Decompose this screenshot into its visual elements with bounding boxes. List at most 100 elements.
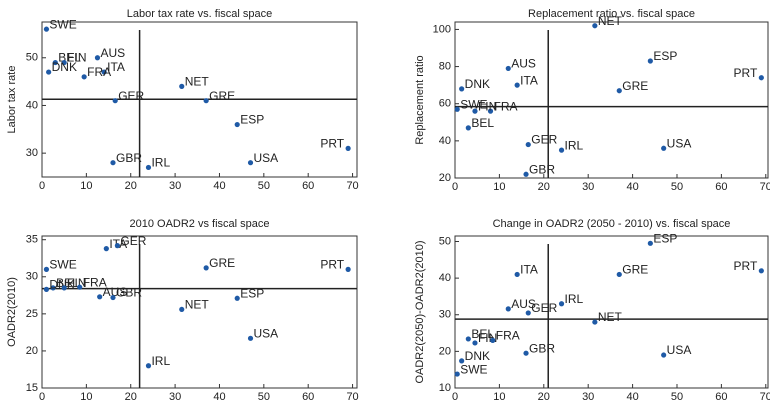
- point-label: FRA: [494, 99, 518, 113]
- point-label: GBR: [529, 162, 555, 176]
- x-tick-label: 70: [760, 391, 770, 403]
- point: [758, 268, 764, 274]
- point: [505, 65, 511, 72]
- x-tick-label: 10: [80, 180, 92, 192]
- point: [647, 240, 653, 246]
- point-label: FRA: [87, 65, 111, 79]
- point: [103, 246, 109, 252]
- point-label: AUS: [100, 46, 125, 60]
- point-label: GRE: [622, 79, 648, 93]
- point-label: DNK: [49, 278, 74, 292]
- point: [52, 59, 58, 66]
- point: [525, 310, 531, 316]
- y-tick-label: 30: [439, 309, 451, 321]
- point: [77, 284, 83, 290]
- point-label: SWE: [49, 17, 76, 31]
- x-tick-label: 30: [582, 391, 594, 403]
- point-label: GBR: [116, 286, 142, 300]
- x-tick-label: 40: [626, 391, 638, 403]
- point: [179, 306, 185, 313]
- point: [46, 69, 52, 75]
- point: [345, 145, 351, 151]
- x-tick-label: 10: [493, 181, 505, 193]
- chart-title: Replacement ratio vs. fiscal space: [528, 8, 695, 20]
- x-tick-label: 50: [258, 180, 270, 192]
- x-tick-label: 0: [452, 391, 458, 403]
- point-label: ITA: [520, 73, 538, 87]
- x-tick-label: 50: [671, 391, 683, 403]
- point: [558, 147, 565, 153]
- x-tick-label: 0: [452, 181, 458, 193]
- x-tick-label: 20: [125, 391, 137, 403]
- point-label: AUS: [511, 57, 536, 71]
- point-label: PRT: [734, 66, 758, 80]
- point-label: USA: [254, 326, 279, 340]
- point: [490, 337, 496, 343]
- y-tick-label: 35: [26, 234, 38, 246]
- y-tick-label: 100: [433, 23, 451, 35]
- y-tick-label: 50: [439, 235, 451, 247]
- x-tick-label: 70: [346, 180, 358, 192]
- y-tick-label: 20: [26, 345, 38, 357]
- point-label: ITA: [107, 60, 125, 74]
- point: [179, 83, 185, 89]
- point: [43, 286, 50, 292]
- x-tick-label: 0: [39, 391, 45, 403]
- point: [43, 266, 50, 272]
- point-label: GRE: [209, 256, 235, 270]
- point: [454, 371, 460, 377]
- x-tick-label: 50: [671, 181, 683, 193]
- point: [592, 319, 598, 325]
- point: [758, 75, 764, 81]
- x-tick-label: 30: [582, 181, 594, 193]
- point-label: FRA: [83, 275, 107, 289]
- point-label: PRT: [734, 259, 758, 273]
- point: [465, 125, 471, 131]
- point-label: PRT: [320, 258, 344, 272]
- point: [97, 294, 103, 300]
- chart-title: Labor tax rate vs. fiscal space: [127, 8, 273, 20]
- x-tick-label: 70: [760, 181, 770, 193]
- y-tick-label: 30: [26, 147, 38, 159]
- point: [145, 363, 152, 369]
- y-tick-label: 20: [439, 345, 451, 357]
- x-tick-label: 20: [538, 391, 550, 403]
- point-label: GRE: [622, 263, 648, 277]
- point: [50, 285, 56, 291]
- y-tick-label: 40: [439, 135, 451, 147]
- point: [112, 98, 118, 104]
- point-label: USA: [254, 151, 279, 165]
- plot-frame: [454, 21, 769, 179]
- x-tick-label: 50: [258, 391, 270, 403]
- point-label: FRA: [496, 329, 520, 343]
- point: [525, 141, 531, 148]
- x-tick-label: 30: [169, 391, 181, 403]
- point: [459, 358, 465, 364]
- point: [472, 340, 478, 346]
- point: [61, 59, 67, 66]
- y-axis-label: OADR2(2010): [6, 277, 18, 347]
- y-axis-label: Labor tax rate: [6, 66, 18, 134]
- point-label: PRT: [320, 137, 344, 151]
- point-label: GER: [531, 133, 557, 147]
- point-label: USA: [667, 136, 692, 150]
- point: [234, 295, 240, 301]
- x-tick-label: 30: [169, 180, 181, 192]
- point-label: IRL: [565, 292, 584, 306]
- x-tick-label: 70: [346, 391, 358, 403]
- point-label: BEL: [471, 327, 494, 341]
- x-tick-label: 60: [302, 180, 314, 192]
- y-tick-label: 50: [26, 52, 38, 64]
- point: [247, 160, 254, 166]
- point-label: DNK: [465, 349, 490, 363]
- y-tick-label: 60: [439, 98, 451, 110]
- point-label: GRE: [209, 89, 235, 103]
- point: [43, 26, 50, 32]
- point: [487, 108, 494, 114]
- point-label: GER: [118, 89, 144, 103]
- point: [465, 336, 471, 342]
- point-label: GER: [120, 234, 146, 248]
- y-tick-label: 20: [439, 172, 451, 184]
- point-label: FIN: [67, 51, 86, 65]
